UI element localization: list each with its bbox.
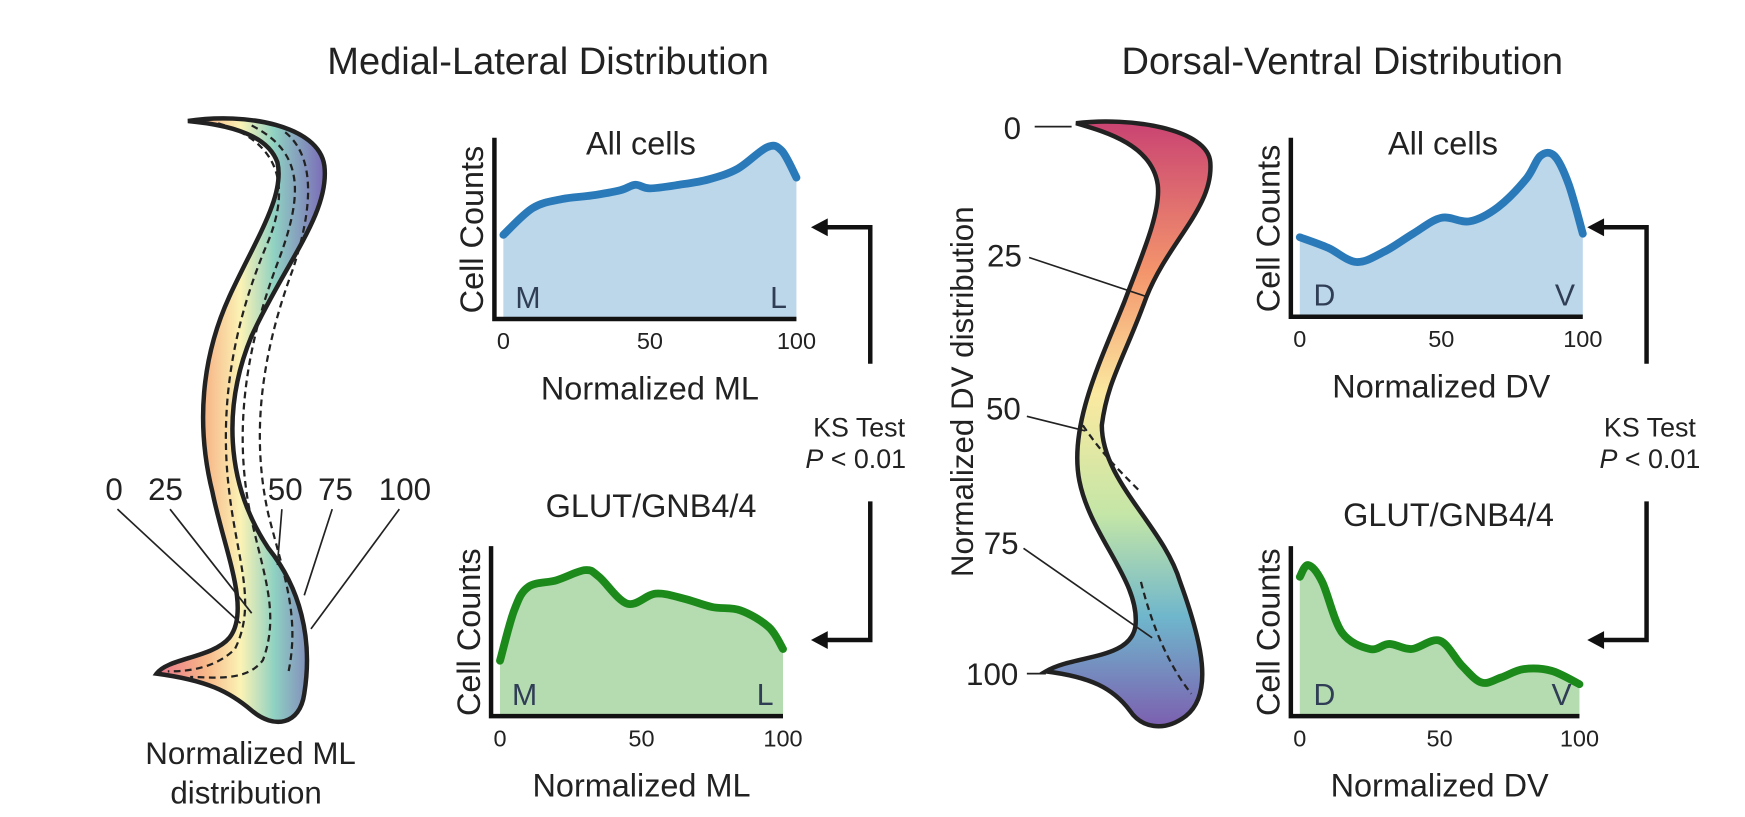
x-tick-label: 50 [1427,725,1453,751]
x-tick-label: 100 [763,725,802,751]
ml-leader-lines [116,508,401,630]
dv-label: 75 [984,526,1019,561]
ks-label: KS Test [1604,412,1697,442]
area [503,145,797,320]
dv-leader-lines [1023,125,1153,675]
line [496,566,787,665]
corner-label: M [515,282,540,315]
corner-label: D [1314,280,1336,313]
ks-bracket [825,225,1649,643]
x-axis-label: Normalized DV [1331,768,1549,804]
p-threshold: < 0.01 [831,444,906,474]
ks-p: P < 0.01 [805,444,906,474]
chart-title: GLUT/GNB4/4 [1343,497,1554,533]
corner-label: M [512,679,537,712]
axis [492,137,797,322]
line [1295,148,1587,266]
ml-label: 0 [105,472,122,507]
x-axis-label: Normalized ML [541,371,759,407]
x-tick-label: 0 [1293,725,1306,751]
p-symbol: P [1600,444,1618,474]
y-axis-label: Cell Counts [1251,548,1287,716]
ks-label: KS Test [813,412,906,442]
dv-shape [1039,119,1213,729]
line [499,141,801,239]
area [500,570,784,717]
area [1299,152,1583,317]
corner-label: V [1551,679,1571,712]
x-tick-label: 0 [497,328,510,354]
panel-title: Medial-Lateral Distribution [327,41,769,83]
chart-title: GLUT/GNB4/4 [546,488,757,524]
x-tick-label: 100 [777,328,816,354]
corner-label: V [1555,280,1575,313]
ml-isolines [167,122,310,679]
ml-shape [152,116,328,725]
dv-label: 25 [987,238,1022,273]
chart-title: All cells [586,126,696,162]
dv-axis-label: Normalized DV distribution [945,206,980,577]
x-tick-label: 50 [628,725,654,751]
x-tick-label: 100 [1560,725,1599,751]
dv-label: 100 [966,657,1018,692]
corner-label: L [770,282,787,315]
ml-label: 25 [148,472,183,507]
area [1299,565,1580,717]
chart-title: All cells [1388,126,1498,162]
dv-isolines [1081,424,1193,695]
ml-label: 75 [318,472,353,507]
axis [1288,546,1580,719]
line [1295,561,1584,689]
x-axis-label: Normalized ML [533,768,751,804]
x-tick-label: 100 [1563,326,1602,352]
p-threshold: < 0.01 [1625,444,1700,474]
corner-label: L [757,679,774,712]
y-axis-label: Cell Counts [451,548,487,716]
x-tick-label: 50 [1428,326,1454,352]
corner-label: D [1314,679,1336,712]
x-tick-label: 0 [493,725,506,751]
dv-label: 0 [1004,111,1021,146]
axis [1288,137,1583,320]
p-symbol: P [805,444,823,474]
ml-caption: distribution [170,775,321,810]
y-axis-label: Cell Counts [454,146,490,314]
x-axis-label: Normalized DV [1332,368,1550,404]
ml-label: 50 [268,472,303,507]
ks-arrowheads [810,218,1605,649]
x-tick-label: 50 [637,328,663,354]
ml-label: 100 [379,472,431,507]
x-tick-label: 0 [1293,326,1306,352]
dv-label: 50 [986,392,1021,427]
panel-title: Dorsal-Ventral Distribution [1122,41,1564,83]
y-axis-label: Cell Counts [1251,145,1287,313]
axis [488,546,784,719]
ks-p: P < 0.01 [1600,444,1701,474]
ml-caption: Normalized ML [145,736,356,771]
